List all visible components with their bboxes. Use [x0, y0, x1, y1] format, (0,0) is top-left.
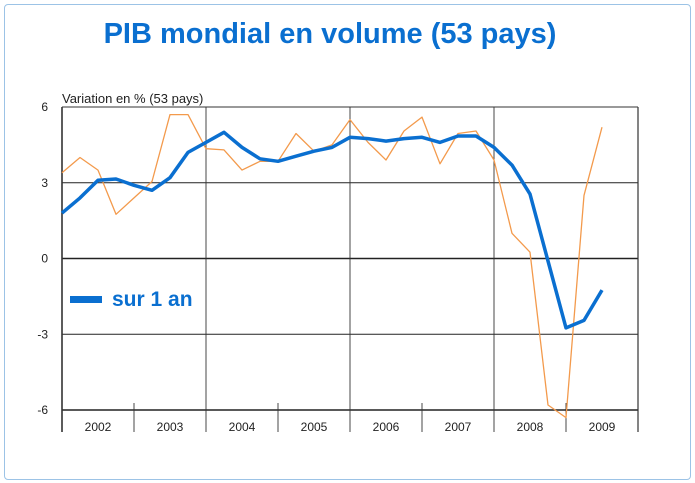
y-tick-label: 6: [41, 100, 48, 114]
x-tick-label: 2004: [229, 420, 256, 434]
x-tick-label: 2007: [445, 420, 472, 434]
x-tick-label: 2008: [517, 420, 544, 434]
series-line-trimestriel: [61, 113, 603, 419]
y-tick-label: -3: [37, 327, 48, 341]
legend-swatch: [70, 296, 102, 303]
series-line-sur-1-an: [60, 130, 604, 330]
y-tick-label: 3: [41, 176, 48, 190]
x-tick-label: 2009: [589, 420, 616, 434]
chart-title: PIB mondial en volume (53 pays): [103, 18, 557, 50]
y-axis-label: Variation en % (53 pays): [62, 91, 203, 106]
chart-frame: [4, 4, 691, 480]
y-tick-label: 0: [41, 252, 48, 266]
x-tick-label: 2005: [301, 420, 328, 434]
x-tick-label: 2002: [85, 420, 112, 434]
legend-label: sur 1 an: [112, 288, 193, 311]
x-tick-label: 2006: [373, 420, 400, 434]
x-tick-label: 2003: [157, 420, 184, 434]
y-tick-label: -6: [37, 403, 48, 417]
